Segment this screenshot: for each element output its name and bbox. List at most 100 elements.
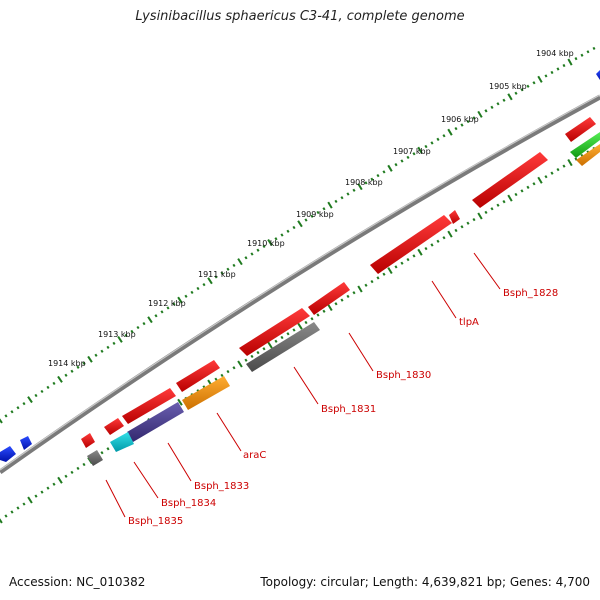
minor-tick bbox=[382, 272, 386, 276]
minor-tick bbox=[496, 102, 500, 106]
accession-label: Accession: NC_010382 bbox=[9, 575, 146, 589]
minor-tick bbox=[370, 177, 374, 181]
minor-tick bbox=[376, 173, 380, 178]
scale-label: 1904 kbp bbox=[536, 49, 574, 58]
minor-tick bbox=[436, 239, 440, 243]
gene-label-bsph-1835[interactable]: Bsph_1835 bbox=[128, 516, 183, 527]
minor-tick bbox=[466, 119, 470, 124]
major-tick bbox=[327, 304, 333, 312]
gene-feature-purple-bsph-1833[interactable] bbox=[127, 402, 184, 442]
second-track-genes bbox=[87, 132, 600, 466]
minor-tick bbox=[406, 257, 410, 262]
major-tick bbox=[207, 277, 213, 285]
minor-tick bbox=[526, 185, 530, 190]
major-tick bbox=[327, 201, 333, 209]
minor-tick bbox=[292, 328, 296, 332]
major-tick bbox=[27, 496, 33, 504]
minor-tick bbox=[310, 317, 314, 321]
minor-tick bbox=[304, 218, 308, 222]
minor-tick bbox=[406, 155, 410, 160]
gene-label-bsph-1830[interactable]: Bsph_1830 bbox=[376, 370, 431, 381]
minor-tick bbox=[46, 486, 50, 490]
gene-feature-cyan-bsph-1834[interactable] bbox=[110, 432, 134, 452]
minor-tick bbox=[190, 290, 194, 295]
minor-tick bbox=[556, 67, 560, 71]
minor-tick bbox=[520, 88, 524, 92]
gene-label-arac[interactable]: araC bbox=[243, 450, 266, 461]
minor-tick bbox=[316, 210, 320, 215]
major-tick bbox=[237, 258, 243, 266]
gene-feature-red-bsph-1833[interactable] bbox=[122, 388, 176, 424]
gene-feature-red[interactable] bbox=[565, 117, 596, 142]
minor-tick bbox=[550, 171, 554, 175]
major-tick bbox=[177, 398, 183, 406]
minor-tick bbox=[262, 347, 266, 351]
major-tick bbox=[267, 239, 273, 247]
scale-label: 1911 kbp bbox=[198, 270, 236, 279]
gene-feature-red-bsph-1834[interactable] bbox=[104, 418, 124, 435]
leader-line bbox=[348, 332, 374, 372]
minor-tick bbox=[202, 283, 206, 287]
genome-title: Lysinibacillus sphaericus C3-41, complet… bbox=[135, 9, 465, 24]
gene-feature-red-bsph-1828[interactable] bbox=[472, 152, 548, 208]
leader-line bbox=[431, 280, 457, 319]
major-tick bbox=[477, 212, 483, 220]
gene-feature-green[interactable] bbox=[570, 132, 600, 158]
gene-feature-blue[interactable] bbox=[0, 446, 16, 462]
minor-tick bbox=[466, 221, 470, 225]
minor-tick bbox=[250, 354, 254, 359]
minor-tick bbox=[226, 369, 230, 374]
major-tick bbox=[507, 194, 513, 202]
gene-labels: Bsph_1828 tlpA Bsph_1830 Bsph_1831 araC … bbox=[128, 288, 558, 527]
gene-feature-red-bsph-1835[interactable] bbox=[81, 433, 95, 448]
minor-tick bbox=[484, 109, 488, 113]
major-tick bbox=[357, 285, 363, 293]
gene-feature-gray-bsph-1835[interactable] bbox=[87, 450, 103, 466]
gene-feature-red-arac[interactable] bbox=[176, 360, 220, 392]
minor-tick bbox=[586, 50, 590, 54]
gene-feature-red-tlpa[interactable] bbox=[370, 215, 452, 274]
major-tick bbox=[237, 360, 243, 368]
minor-tick bbox=[340, 298, 344, 302]
scale-label: 1912 kbp bbox=[148, 299, 186, 308]
major-tick bbox=[267, 341, 273, 349]
minor-tick bbox=[70, 369, 74, 373]
minor-tick bbox=[280, 335, 284, 340]
minor-tick bbox=[40, 490, 44, 494]
gene-feature-blue[interactable] bbox=[20, 436, 32, 450]
gene-feature-red-bsph-1831[interactable] bbox=[239, 308, 310, 356]
minor-tick bbox=[82, 361, 86, 365]
minor-tick bbox=[340, 196, 344, 200]
gene-feature-gray-bsph-1831[interactable] bbox=[246, 322, 320, 372]
gene-leader-lines bbox=[105, 252, 501, 518]
minor-tick bbox=[574, 57, 578, 61]
scale-label: 1913 kbp bbox=[98, 330, 136, 339]
minor-tick bbox=[154, 314, 158, 318]
gene-feature-red-small[interactable] bbox=[449, 210, 460, 224]
minor-tick bbox=[412, 254, 416, 258]
gene-label-bsph-1833[interactable]: Bsph_1833 bbox=[194, 481, 249, 492]
minor-tick bbox=[214, 275, 218, 279]
gene-feature-orange-arac[interactable] bbox=[182, 376, 230, 410]
minor-tick bbox=[100, 349, 104, 353]
minor-tick bbox=[460, 225, 464, 229]
gene-label-bsph-1831[interactable]: Bsph_1831 bbox=[321, 404, 376, 415]
gene-label-bsph-1834[interactable]: Bsph_1834 bbox=[161, 498, 216, 509]
minor-tick bbox=[430, 243, 434, 247]
major-tick bbox=[447, 230, 453, 238]
minor-tick bbox=[94, 353, 98, 357]
minor-tick bbox=[82, 462, 86, 467]
gene-label-bsph-1828[interactable]: Bsph_1828 bbox=[503, 288, 558, 299]
gene-label-tlpa[interactable]: tlpA bbox=[459, 317, 479, 328]
gene-feature-orange-right[interactable] bbox=[576, 144, 600, 166]
minor-tick bbox=[334, 302, 338, 306]
minor-tick bbox=[562, 63, 566, 68]
gene-feature-blue[interactable] bbox=[596, 70, 600, 80]
minor-tick bbox=[274, 237, 278, 241]
gene-feature-red-bsph-1830[interactable] bbox=[308, 282, 350, 315]
major-tick bbox=[567, 158, 573, 167]
minor-tick bbox=[436, 137, 440, 142]
leader-line bbox=[167, 442, 192, 482]
minor-tick bbox=[130, 329, 134, 334]
minor-tick bbox=[196, 286, 200, 291]
